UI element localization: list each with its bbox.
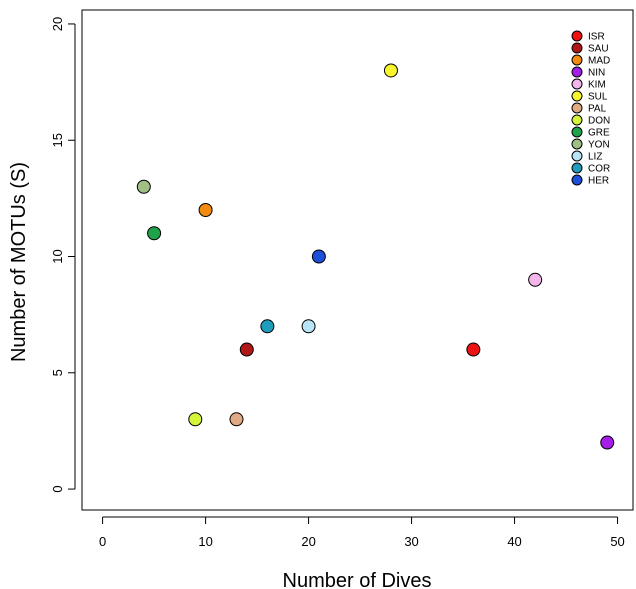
point-liz [301, 319, 316, 334]
legend-label: SUL [588, 92, 608, 103]
legend-label: LIZ [588, 152, 602, 163]
y-tick-label: 10 [50, 249, 65, 263]
legend-marker-pal [571, 102, 583, 114]
point-don [188, 412, 203, 427]
legend-marker-her [571, 174, 583, 186]
legend-marker-nin [571, 66, 583, 78]
legend-marker-cor [571, 162, 583, 174]
legend-marker-yon [571, 138, 583, 150]
y-tick-label: 0 [50, 485, 65, 492]
legend-label: KIM [588, 80, 606, 91]
point-sul [383, 63, 398, 78]
x-tick-label: 40 [507, 534, 521, 549]
legend-marker-isr [571, 30, 583, 42]
legend-marker-sau [571, 42, 583, 54]
x-tick-label: 0 [99, 534, 106, 549]
legend-marker-sul [571, 90, 583, 102]
y-axis: 0 5 10 15 20 [50, 17, 76, 493]
legend-marker-gre [571, 126, 583, 138]
legend-label: HER [588, 176, 609, 187]
legend-marker-liz [571, 150, 583, 162]
x-tick-label: 20 [301, 534, 315, 549]
y-axis-title: Number of MOTUs (S) [8, 162, 30, 362]
legend-label: DON [588, 116, 610, 127]
point-isr [466, 342, 481, 357]
x-tick-label: 50 [610, 534, 624, 549]
x-tick-label: 30 [404, 534, 418, 549]
point-mad [198, 203, 213, 217]
legend-label: YON [588, 140, 610, 151]
legend-label: NIN [588, 68, 605, 79]
legend-label: MAD [588, 56, 610, 67]
legend-label: ISR [588, 32, 605, 43]
point-kim [528, 272, 543, 287]
point-cor [260, 319, 275, 334]
point-nin [600, 435, 615, 450]
legend-marker-don [571, 114, 583, 126]
legend-label: PAL [588, 104, 607, 115]
point-pal [229, 412, 244, 427]
legend-label: COR [588, 164, 610, 175]
x-axis: 0 10 20 30 40 50 [99, 516, 625, 549]
legend-marker-mad [571, 54, 583, 66]
point-her [311, 249, 326, 264]
legend-label: SAU [588, 44, 609, 55]
data-points [136, 63, 615, 450]
x-axis-title: Number of Dives [283, 570, 432, 589]
y-tick-label: 5 [50, 369, 65, 376]
point-sau [239, 342, 254, 357]
legend-label: GRE [588, 128, 610, 139]
y-tick-label: 20 [50, 17, 65, 31]
legend-marker-kim [571, 78, 583, 90]
x-tick-label: 10 [198, 534, 212, 549]
point-yon [136, 179, 151, 194]
plot-frame [81, 9, 634, 511]
point-gre [147, 226, 162, 241]
y-tick-label: 15 [50, 133, 65, 147]
